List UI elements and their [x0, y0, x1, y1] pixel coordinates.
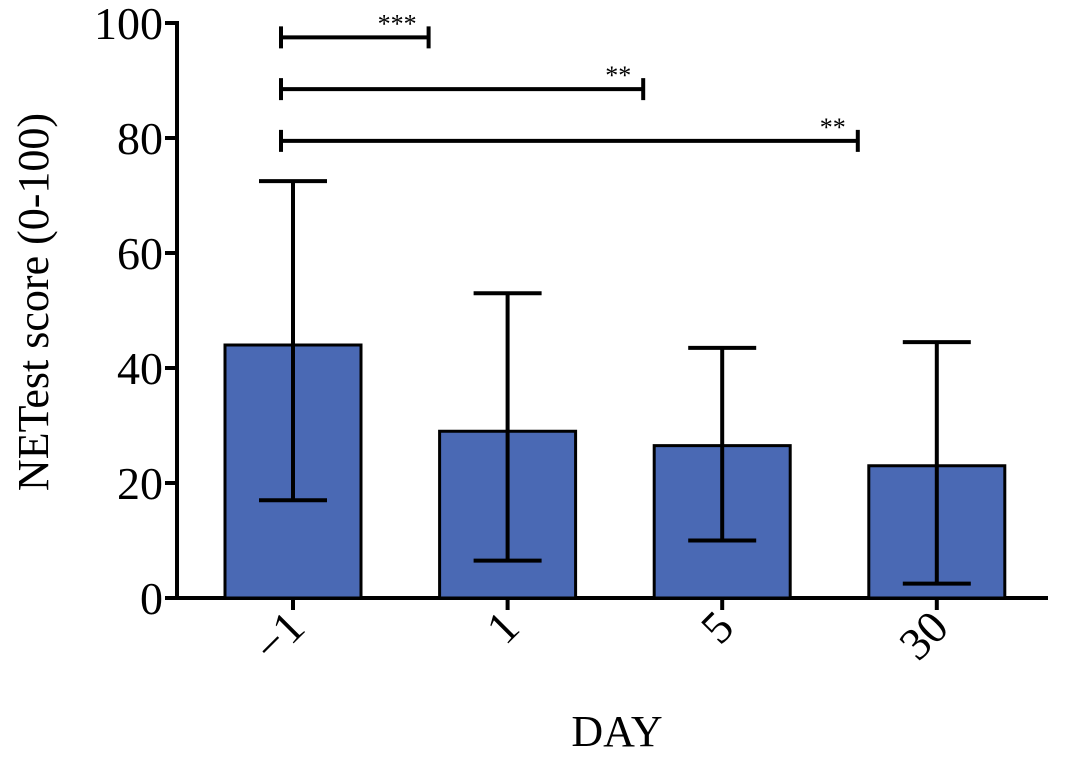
y-tick-label: 40 — [117, 343, 163, 394]
x-tick-label: 5 — [691, 601, 743, 653]
significance-label: *** — [378, 9, 417, 38]
error-bars — [259, 179, 971, 586]
y-tick-label: 100 — [94, 0, 163, 49]
significance-brackets: ******* — [279, 9, 860, 152]
y-tick-label: 20 — [117, 458, 163, 509]
x-axis-title: DAY — [571, 707, 662, 756]
x-tick-label: 1 — [476, 601, 528, 653]
y-tick-label: 80 — [117, 113, 163, 164]
y-tick-label: 0 — [140, 573, 163, 624]
x-tick-label: −1 — [243, 601, 314, 672]
y-axis-title: NETest score (0-100) — [9, 113, 58, 491]
x-axis: −1 1 5 30 — [175, 596, 1048, 672]
significance-label: ** — [605, 61, 631, 90]
bars — [223, 343, 1007, 600]
x-tick-label: 30 — [889, 601, 958, 670]
y-axis: 0 20 40 60 80 100 — [94, 0, 179, 624]
y-tick-label: 60 — [117, 228, 163, 279]
significance-label: ** — [820, 113, 846, 142]
